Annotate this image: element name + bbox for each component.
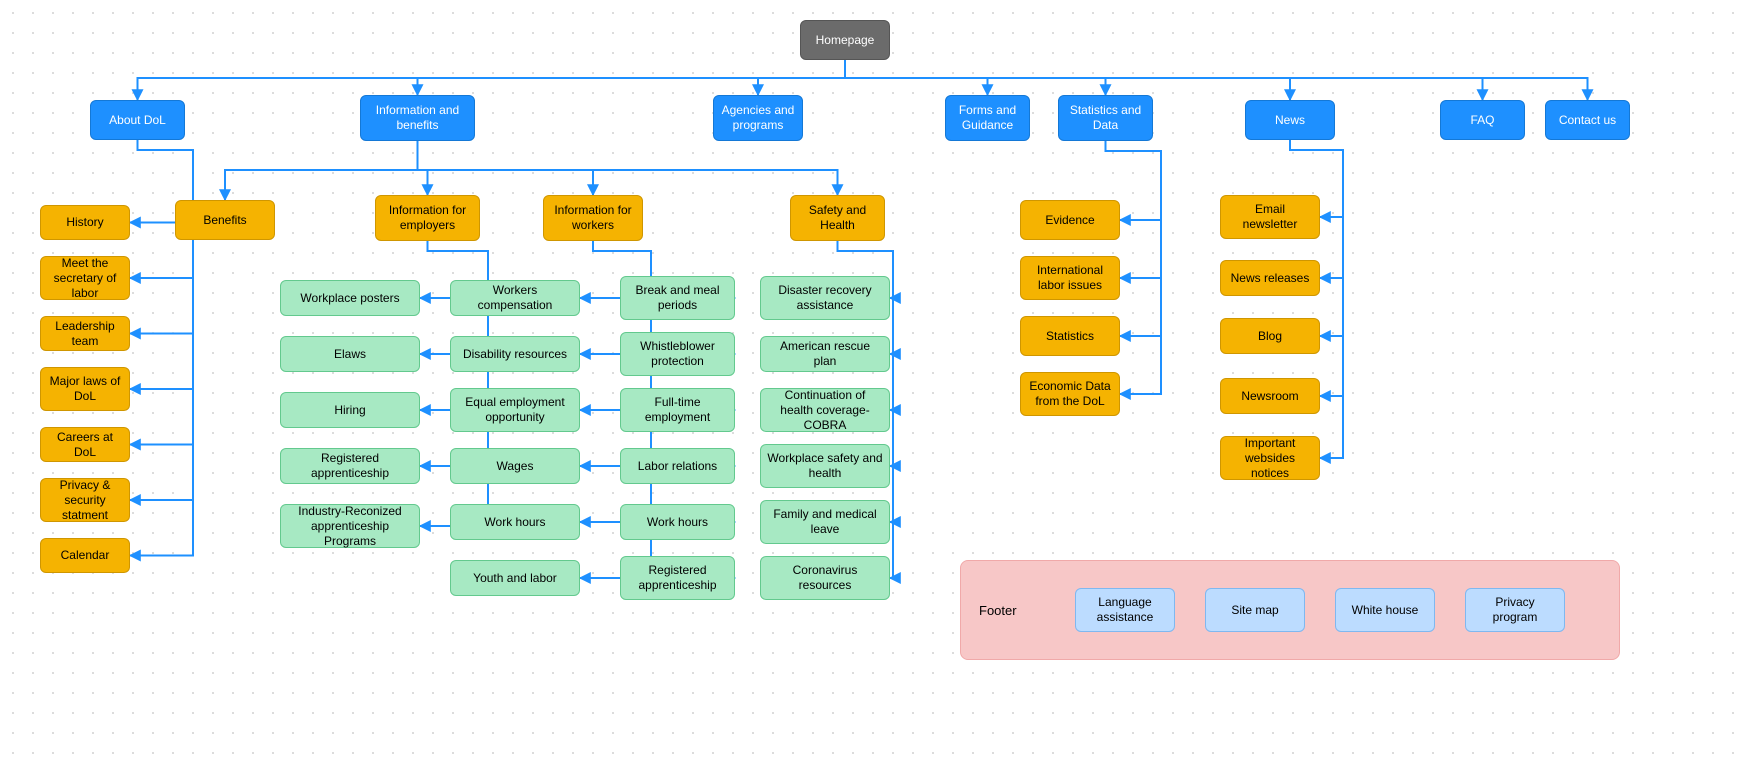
node-emp_elaws: Elaws [280,336,420,372]
node-foot_lang: Language assistance [1075,588,1175,632]
node-contact: Contact us [1545,100,1630,140]
node-news_room: Newsroom [1220,378,1320,414]
node-stat_stats: Statistics [1020,316,1120,356]
node-wrk2_full: Full-time employment [620,388,735,432]
node-about_calendar: Calendar [40,538,130,573]
node-news: News [1245,100,1335,140]
node-forms: Forms and Guidance [945,95,1030,141]
node-stat_evidence: Evidence [1020,200,1120,240]
node-saf_rescue: American rescue plan [760,336,890,372]
node-about: About DoL [90,100,185,140]
node-wrk_hours: Work hours [450,504,580,540]
node-saf_cobra: Continuation of health coverage-COBRA [760,388,890,432]
node-wrk2_hours: Work hours [620,504,735,540]
node-about_laws: Major laws of DoL [40,367,130,411]
node-wrk2_break: Break and meal periods [620,276,735,320]
sitemap-canvas: Homepage About DoL Information and benefit… [0,0,1739,764]
node-wrk_comp: Workers compensation [450,280,580,316]
node-about_lead: Leadership team [40,316,130,351]
node-news_blog: Blog [1220,318,1320,354]
node-wrk_disab: Disability resources [450,336,580,372]
node-foot_map: Site map [1205,588,1305,632]
node-foot_wh: White house [1335,588,1435,632]
node-news_notices: Important websides notices [1220,436,1320,480]
node-news_releases: News releases [1220,260,1320,296]
node-wrk_eeo: Equal employment opportunity [450,388,580,432]
node-info_workers: Information for workers [543,195,643,241]
node-saf_workplace: Workplace safety and health [760,444,890,488]
node-info_safety: Safety and Health [790,195,885,241]
node-emp_hiring: Hiring [280,392,420,428]
node-saf_disaster: Disaster recovery assistance [760,276,890,320]
node-wrk2_regapp: Registered apprenticeship [620,556,735,600]
node-emp_regapp: Registered apprenticeship [280,448,420,484]
node-info_benefits: Benefits [175,200,275,240]
node-emp_posters: Workplace posters [280,280,420,316]
node-info_employers: Information for employers [375,195,480,241]
node-saf_covid: Coronavirus resources [760,556,890,600]
node-stat_intl: International labor issues [1020,256,1120,300]
node-saf_family: Family and medical leave [760,500,890,544]
node-stats: Statistics and Data [1058,95,1153,141]
node-about_careers: Careers at DoL [40,427,130,462]
node-foot_priv: Privacy program [1465,588,1565,632]
node-agencies: Agencies and programs [713,95,803,141]
node-emp_industry: Industry-Reconized apprenticeship Progra… [280,504,420,548]
node-wrk_wages: Wages [450,448,580,484]
node-wrk2_whistle: Whistleblower protection [620,332,735,376]
node-root: Homepage [800,20,890,60]
node-news_email: Email newsletter [1220,195,1320,239]
node-about_meet: Meet the secretary of labor [40,256,130,300]
node-wrk2_labor: Labor relations [620,448,735,484]
node-about_privacy: Privacy & security statment [40,478,130,522]
node-about_history: History [40,205,130,240]
node-stat_econ: Economic Data from the DoL [1020,372,1120,416]
node-faq: FAQ [1440,100,1525,140]
node-info: Information and benefits [360,95,475,141]
node-wrk_youth: Youth and labor [450,560,580,596]
